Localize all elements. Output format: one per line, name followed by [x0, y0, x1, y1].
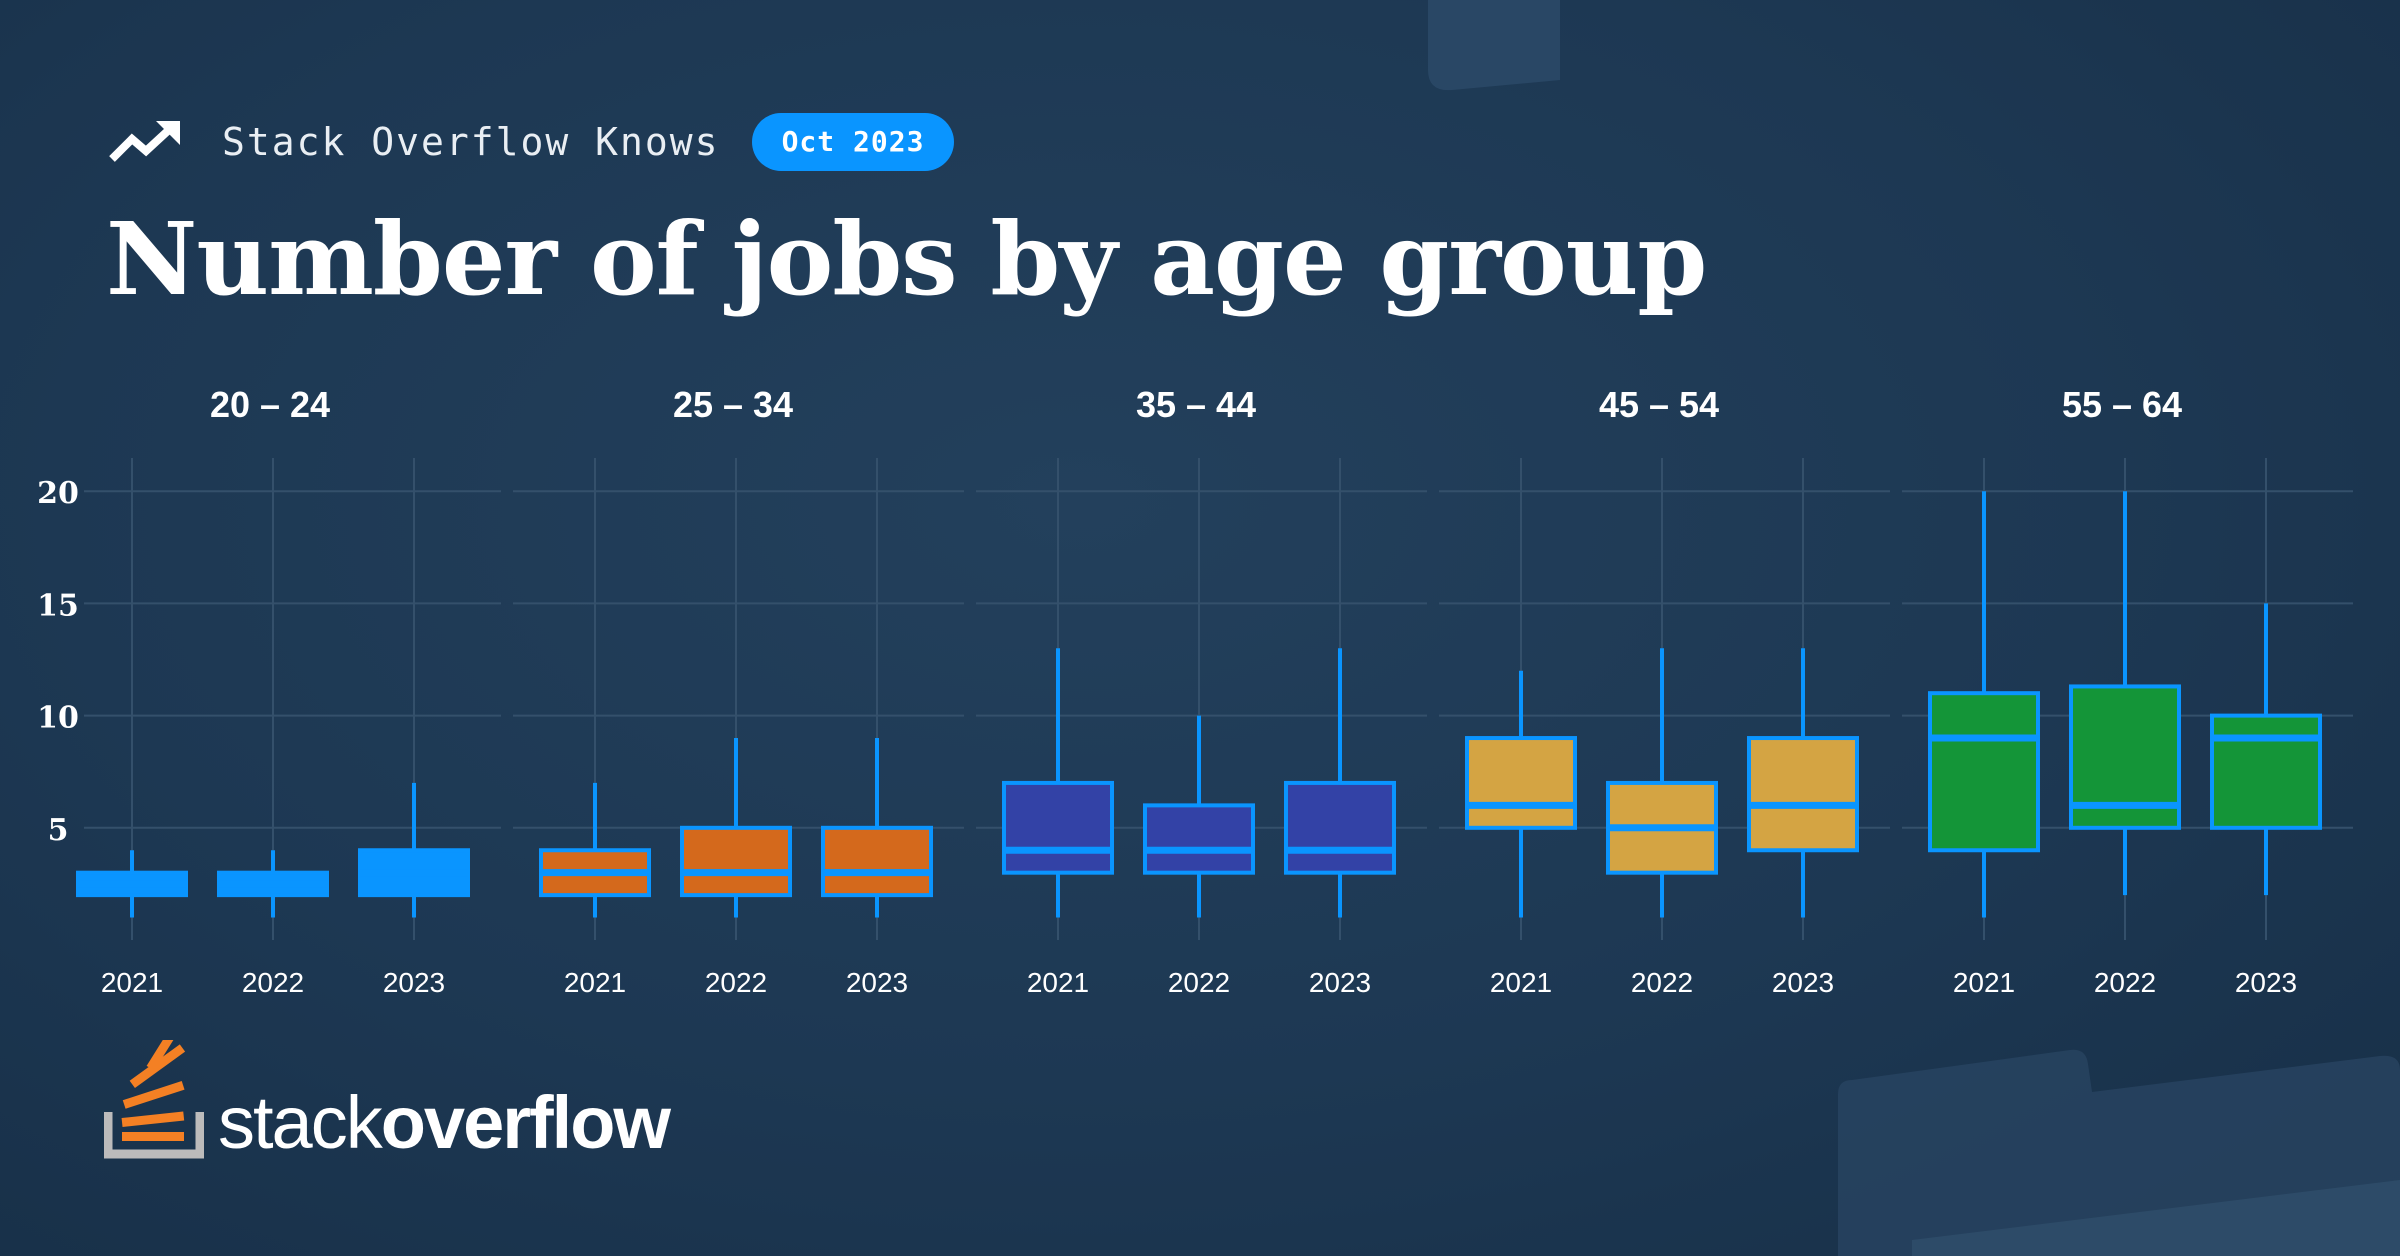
x-tick-label: 2022: [1168, 967, 1230, 998]
x-tick-label: 2023: [1309, 967, 1371, 998]
panel-title: 45 – 54: [1599, 384, 1719, 425]
box: [1284, 780, 1396, 875]
y-tick-label: 10: [37, 701, 79, 736]
logo-wordmark: stackoverflow: [218, 1086, 671, 1160]
x-tick-label: 2022: [242, 967, 304, 998]
panel-title: 35 – 44: [1136, 384, 1256, 425]
box: [2210, 713, 2322, 830]
box: [680, 825, 792, 898]
x-tick-label: 2022: [705, 967, 767, 998]
stackoverflow-logo: stackoverflow: [104, 1040, 671, 1160]
page-title: Number of jobs by age group: [106, 200, 1707, 318]
box: [1928, 691, 2040, 853]
x-tick-label: 2023: [2235, 967, 2297, 998]
x-tick-label: 2021: [101, 967, 163, 998]
x-tick-label: 2023: [1772, 967, 1834, 998]
date-badge: Oct 2023: [751, 113, 955, 171]
stackoverflow-logo-icon: [104, 1040, 204, 1159]
y-tick-label: 5: [48, 813, 69, 848]
x-tick-label: 2021: [564, 967, 626, 998]
y-tick-label: 15: [37, 588, 79, 623]
box: [1143, 803, 1255, 875]
x-tick-label: 2022: [2094, 967, 2156, 998]
box: [1747, 736, 1859, 853]
logo-text-overflow: overflow: [380, 1081, 671, 1164]
trending-up-icon: [109, 121, 180, 162]
panel-title: 55 – 64: [2062, 384, 2182, 425]
logo-text-stack: stack: [218, 1081, 383, 1164]
x-tick-label: 2021: [1027, 967, 1089, 998]
x-tick-label: 2023: [383, 967, 445, 998]
brand-label: Stack Overflow Knows: [222, 120, 720, 164]
box: [821, 825, 933, 898]
y-tick-label: 20: [37, 476, 79, 511]
header: Stack Overflow Knows Oct 2023: [108, 112, 955, 172]
x-tick-label: 2023: [846, 967, 908, 998]
x-tick-label: 2021: [1953, 967, 2015, 998]
x-tick-label: 2022: [1631, 967, 1693, 998]
box: [1465, 736, 1577, 830]
box: [1002, 780, 1114, 875]
panel-title: 20 – 24: [210, 384, 330, 425]
x-tick-label: 2021: [1490, 967, 1552, 998]
panel-title: 25 – 34: [673, 384, 793, 425]
